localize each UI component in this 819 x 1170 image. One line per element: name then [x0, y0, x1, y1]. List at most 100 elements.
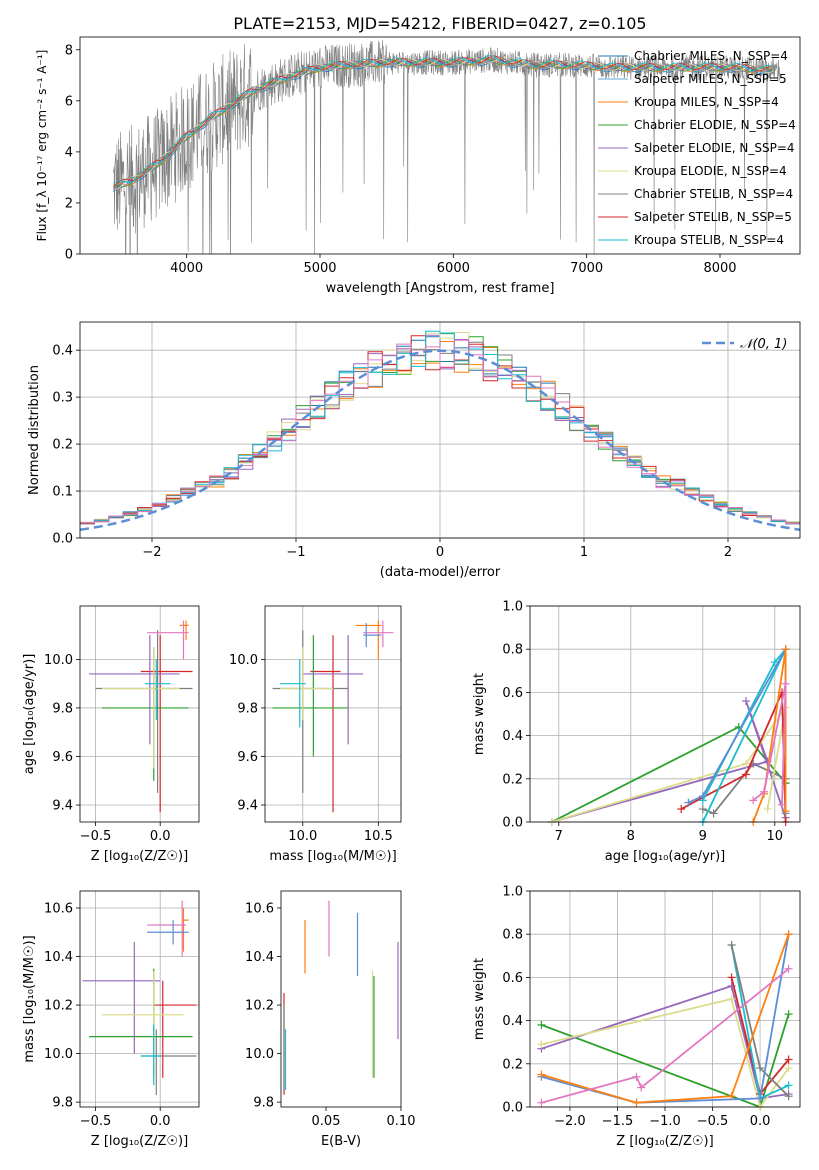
- weight-marker: [781, 679, 790, 688]
- tick-label-y: 10.2: [245, 999, 274, 1014]
- error-cross: [140, 635, 193, 813]
- tick-label-x: −1.0: [649, 1114, 681, 1129]
- error-cross: [140, 1029, 197, 1095]
- y-axis-label: mass [log₁₀(M/M☉)]: [22, 935, 37, 1062]
- x-axis-label: (data-model)/error: [380, 565, 501, 580]
- tick-label-y: 9.4: [52, 799, 73, 814]
- weight-marker: [784, 1092, 793, 1101]
- legend-entry: Kroupa STELIB, N_SSP=4: [634, 233, 784, 247]
- legend-entry: Salpeter STELIB, N_SSP=5: [634, 210, 792, 224]
- weight-line: [752, 649, 787, 822]
- error-cross: [147, 920, 189, 945]
- tick-label-x: 0.10: [387, 1114, 416, 1129]
- tick-label-y: 10.4: [44, 950, 73, 965]
- tick-label-y: 10.0: [245, 1047, 274, 1062]
- error-cross: [302, 635, 364, 745]
- weight-marker: [698, 792, 707, 801]
- tick-label-x: 8: [627, 829, 635, 844]
- error-cross: [89, 968, 193, 1078]
- weight-marker: [742, 759, 750, 768]
- tick-label-x: 4000: [170, 261, 203, 276]
- error-cross: [147, 620, 189, 660]
- legend-entry: Kroupa MILES, N_SSP=4: [634, 95, 779, 109]
- weight-line: [551, 706, 787, 822]
- legend-entry: Chabrier MILES, N_SSP=4: [634, 49, 788, 63]
- tick-label-x: 0.0: [750, 1114, 771, 1129]
- weight-marker: [763, 805, 772, 814]
- tick-label-x: −1: [286, 545, 305, 560]
- weight-marker: [756, 1094, 765, 1103]
- histogram-step: [80, 335, 800, 525]
- tick-label-y: 0.0: [502, 816, 523, 831]
- tick-label-y: 10.4: [245, 950, 274, 965]
- panel-mass-vs-Z: −0.5 0.0 9.8 10.0 10.2 10.4 10.6 Z [log₁₀(Z/Z☉)…: [22, 890, 200, 1149]
- tick-label-y: 9.8: [253, 1096, 274, 1111]
- error-cross: [89, 635, 180, 745]
- x-axis-label: mass [log₁₀(M/M☉)]: [269, 849, 396, 864]
- model-line: [113, 55, 774, 185]
- tick-label-x: −2.0: [554, 1114, 586, 1129]
- weight-marker: [727, 995, 736, 1003]
- tick-label-y: 4: [65, 145, 73, 160]
- weight-line: [551, 700, 787, 822]
- weight-line: [541, 984, 789, 1100]
- weight-marker: [637, 1083, 646, 1092]
- x-axis-label: E(B-V): [321, 1134, 361, 1149]
- error-cross: [147, 900, 187, 957]
- error-cross: [280, 659, 306, 728]
- tick-label-x: −1.5: [602, 1114, 634, 1129]
- model-line: [113, 55, 774, 188]
- error-cross: [140, 1024, 161, 1086]
- tick-label-x: 9: [699, 829, 707, 844]
- error-cross: [82, 941, 161, 1054]
- tick-label-y: 0.4: [52, 344, 73, 359]
- x-axis-label: Z [log₁₀(Z/Z☉)]: [616, 1134, 713, 1149]
- weight-line: [541, 933, 790, 1104]
- tick-label-x: 0: [436, 545, 444, 560]
- tick-label-x: 2: [724, 545, 732, 560]
- tick-label-x: 10: [767, 829, 784, 844]
- tick-label-x: 6000: [437, 261, 470, 276]
- tick-label-y: 10.0: [44, 1047, 73, 1062]
- error-cross: [101, 647, 189, 781]
- error-cross: [179, 620, 189, 640]
- weight-line: [541, 1013, 790, 1107]
- tick-label-x: 8000: [703, 261, 736, 276]
- tick-label-y: 0.6: [502, 971, 523, 986]
- legend-entry: Chabrier ELODIE, N_SSP=4: [634, 118, 796, 132]
- error-cross: [101, 647, 180, 769]
- panel-mass-vs-EBV: 0.05 0.10 9.8 10.0 10.2 10.4 10.6 E(B-V): [245, 890, 416, 1149]
- weight-marker: [756, 1064, 765, 1073]
- tick-label-y: 9.8: [52, 701, 73, 716]
- tick-label-x: −0.5: [80, 1114, 112, 1129]
- tick-label-y: 0.6: [502, 686, 523, 701]
- error-cross: [272, 635, 349, 757]
- panel-spectrum: 4000 5000 6000 7000 8000 0 2 4 6 8 wavelength [Ang…: [35, 36, 801, 296]
- model-line: [113, 56, 774, 191]
- histogram-step: [80, 330, 800, 525]
- error-cross: [95, 630, 193, 793]
- weight-marker: [781, 645, 790, 654]
- weight-marker: [537, 1020, 546, 1029]
- tick-label-y: 0.0: [502, 1101, 523, 1116]
- tick-label-y: 10.6: [44, 901, 73, 916]
- x-axis-label: Z [log₁₀(Z/Z☉)]: [91, 1134, 188, 1149]
- tick-label-y: 0.8: [502, 643, 523, 658]
- weight-marker: [727, 973, 736, 982]
- x-axis-label: age [log₁₀(age/yr)]: [605, 849, 726, 864]
- weight-marker: [784, 964, 793, 973]
- weight-line: [752, 683, 787, 805]
- tick-label-y: 9.8: [237, 701, 258, 716]
- histogram-step: [80, 339, 800, 525]
- y-axis-label: mass weight: [472, 673, 487, 755]
- weight-marker: [537, 1040, 546, 1049]
- tick-label-x: 1: [580, 545, 588, 560]
- weight-marker: [684, 798, 693, 807]
- tick-label-x: −0.5: [697, 1114, 729, 1129]
- tick-label-y: 0.4: [502, 729, 523, 744]
- weight-marker: [632, 1072, 641, 1081]
- tick-label-y: 8: [65, 43, 73, 58]
- tick-label-x: −0.5: [80, 829, 112, 844]
- x-axis-label: wavelength [Angstrom, rest frame]: [326, 281, 555, 296]
- axes-frame: [529, 890, 801, 1108]
